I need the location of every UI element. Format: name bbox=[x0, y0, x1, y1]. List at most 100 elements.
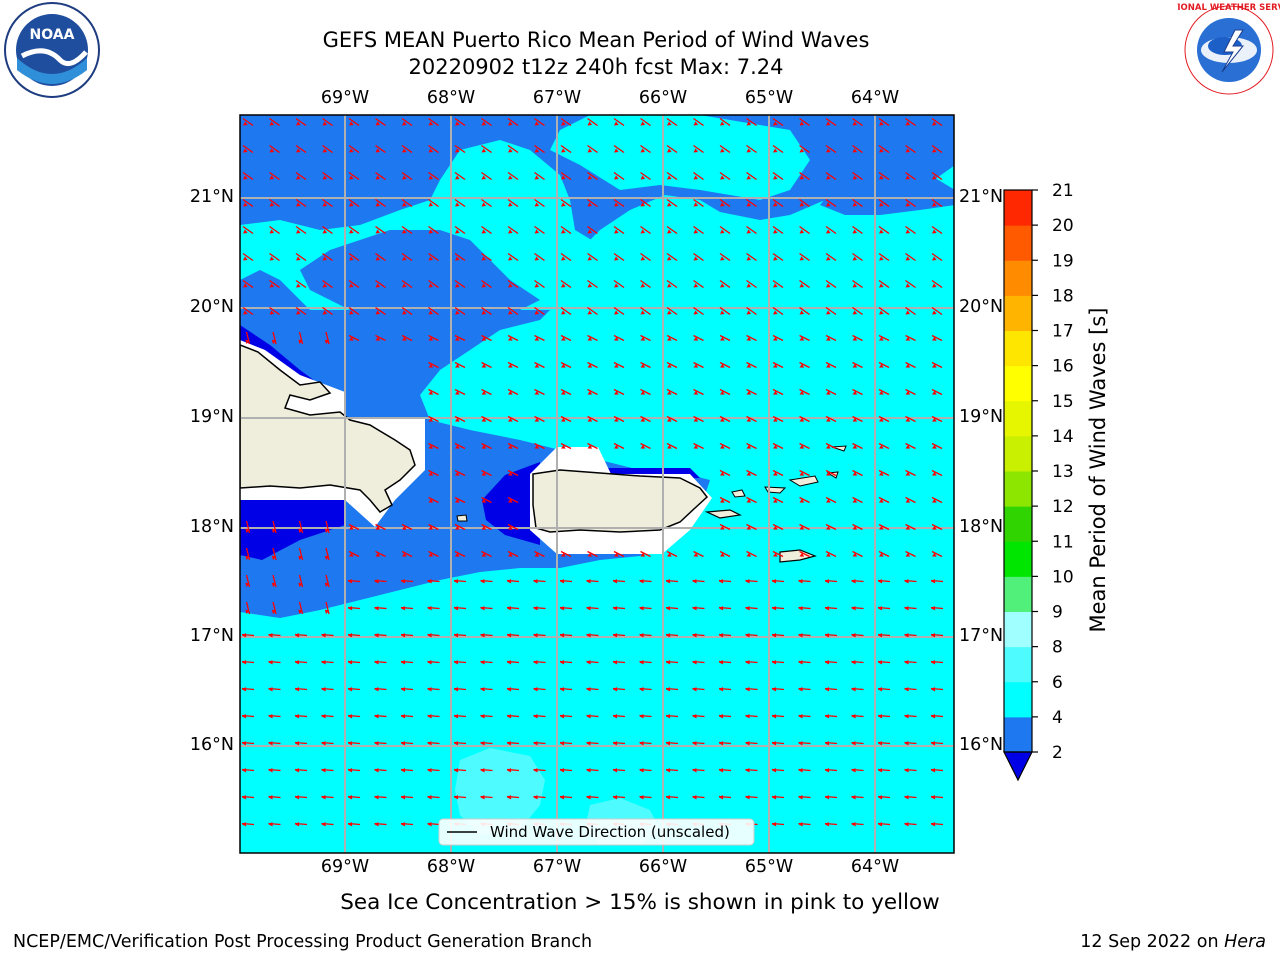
wind-arrow bbox=[347, 605, 361, 611]
wind-arrow bbox=[321, 659, 334, 665]
wind-arrow bbox=[930, 686, 944, 692]
wind-arrow bbox=[799, 225, 810, 235]
wind-arrow bbox=[241, 713, 255, 719]
wind-arrow bbox=[507, 469, 519, 477]
wind-arrow bbox=[534, 361, 545, 369]
wind-arrow bbox=[613, 171, 625, 181]
lon-bottom-1: 68°W bbox=[426, 857, 476, 877]
wind-arrow bbox=[665, 605, 679, 611]
colorbar-tick-label: 21 bbox=[1052, 181, 1074, 201]
wind-arrow bbox=[771, 740, 785, 746]
wind-arrow bbox=[348, 334, 360, 342]
wind-arrow bbox=[560, 198, 572, 208]
wind-arrow bbox=[533, 713, 546, 719]
colorbar-tick-label: 12 bbox=[1052, 497, 1074, 517]
wind-arrow bbox=[930, 767, 944, 773]
wind-arrow bbox=[480, 578, 493, 584]
wind-arrow bbox=[852, 361, 863, 369]
wind-arrow bbox=[374, 740, 387, 746]
wind-arrow bbox=[560, 306, 572, 316]
wind-arrow bbox=[640, 361, 651, 369]
wind-arrow bbox=[931, 171, 943, 181]
wind-arrow bbox=[851, 767, 864, 773]
map-frame bbox=[239, 114, 955, 854]
wind-arrow bbox=[931, 361, 943, 369]
wind-arrow bbox=[824, 659, 838, 665]
wind-arrow bbox=[746, 306, 757, 316]
colorbar-tick-label: 13 bbox=[1052, 462, 1074, 482]
wind-arrow bbox=[745, 740, 758, 746]
lat-right-5: 16°N bbox=[959, 735, 1004, 755]
wind-arrow bbox=[877, 686, 891, 692]
wind-arrow bbox=[640, 144, 651, 154]
wind-arrow bbox=[665, 740, 679, 746]
wind-arrow bbox=[905, 442, 916, 450]
sea-ice-caption: Sea Ice Concentration > 15% is shown in … bbox=[340, 890, 940, 915]
wind-arrow bbox=[852, 279, 863, 289]
wind-arrow bbox=[852, 225, 863, 235]
wind-arrow bbox=[268, 821, 281, 827]
wind-arrow bbox=[640, 550, 651, 558]
wind-arrow bbox=[930, 821, 944, 827]
wind-arrow bbox=[612, 632, 626, 638]
wind-arrow bbox=[322, 171, 333, 181]
wind-arrow bbox=[453, 686, 467, 692]
wind-arrow bbox=[587, 279, 598, 289]
wind-arrow bbox=[666, 334, 678, 342]
wind-arrow bbox=[852, 171, 863, 181]
wind-arrow bbox=[639, 659, 652, 665]
wind-arrow bbox=[453, 794, 467, 800]
wind-arrow bbox=[294, 686, 308, 692]
wind-arrow bbox=[348, 198, 360, 208]
wind-arrow bbox=[613, 198, 625, 208]
wind-arrow bbox=[481, 144, 492, 154]
wind-arrow bbox=[639, 578, 652, 584]
wind-arrow bbox=[347, 578, 361, 584]
wind-arrow bbox=[612, 659, 626, 665]
wind-arrow bbox=[852, 198, 863, 208]
lon-top-3: 66°W bbox=[638, 88, 688, 108]
wind-arrow bbox=[745, 659, 758, 665]
wind-arrow bbox=[560, 252, 572, 262]
colorbar-tick-label: 8 bbox=[1052, 638, 1063, 658]
wind-arrow bbox=[268, 713, 281, 719]
wind-arrow bbox=[427, 659, 440, 665]
wind-arrow bbox=[798, 713, 811, 719]
wind-arrow bbox=[852, 117, 863, 127]
wind-arrow bbox=[324, 331, 330, 345]
lat-left-2: 19°N bbox=[189, 407, 234, 427]
wind-arrow bbox=[772, 171, 784, 181]
wind-arrow bbox=[877, 794, 891, 800]
wind-arrow bbox=[613, 279, 625, 289]
wind-arrow bbox=[772, 144, 784, 154]
wind-arrow bbox=[878, 523, 890, 531]
wind-arrow bbox=[294, 767, 308, 773]
wind-arrow bbox=[745, 605, 758, 611]
wind-arrow bbox=[507, 334, 519, 342]
noaa-logo-icon: NOAA bbox=[4, 2, 100, 98]
wind-arrow bbox=[905, 144, 916, 154]
wind-arrow bbox=[719, 252, 731, 262]
colorbar-segment bbox=[1004, 681, 1032, 718]
wind-arrow bbox=[640, 225, 651, 235]
wind-arrow bbox=[640, 415, 651, 423]
wind-arrow bbox=[719, 144, 731, 154]
wind-arrow bbox=[640, 171, 651, 181]
wind-arrow bbox=[771, 605, 785, 611]
wind-arrow bbox=[271, 520, 277, 534]
wind-arrow bbox=[559, 659, 573, 665]
wind-arrow bbox=[321, 767, 334, 773]
wind-arrow bbox=[825, 361, 837, 369]
wind-arrow bbox=[428, 442, 439, 450]
wind-arrow bbox=[745, 767, 758, 773]
wind-arrow bbox=[587, 117, 598, 127]
wind-arrow bbox=[772, 550, 784, 558]
wind-arrow bbox=[534, 198, 545, 208]
wind-arrow bbox=[772, 306, 784, 316]
wind-arrow bbox=[931, 225, 943, 235]
wind-arrow bbox=[746, 496, 757, 504]
wind-arrow bbox=[772, 117, 784, 127]
wind-arrow bbox=[560, 225, 572, 235]
wind-arrow bbox=[799, 523, 810, 531]
wind-arrow bbox=[825, 442, 837, 450]
